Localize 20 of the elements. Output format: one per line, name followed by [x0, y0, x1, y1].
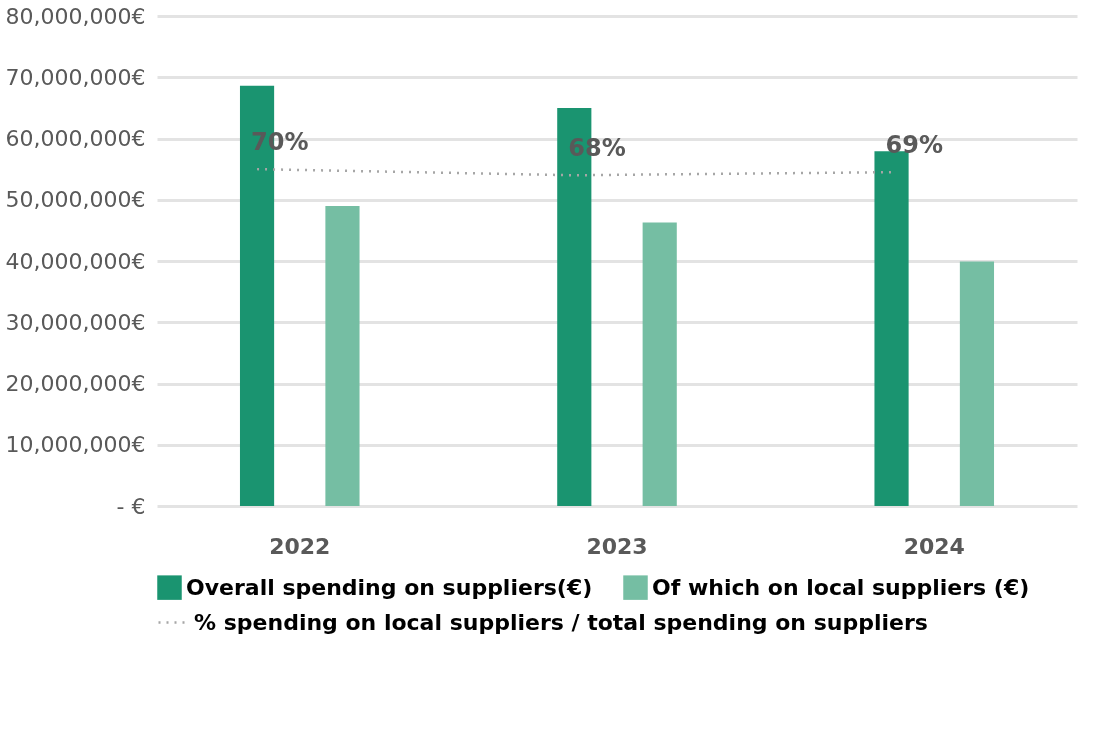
- y-tick-label: 10,000,000€: [5, 432, 146, 458]
- bar: [874, 151, 909, 506]
- y-tick-label: - €: [116, 493, 146, 519]
- bar: [642, 222, 677, 506]
- legend-label: Of which on local suppliers (€): [652, 574, 1030, 600]
- y-tick-label: 60,000,000€: [5, 126, 146, 151]
- x-tick-label: 2022: [269, 533, 331, 559]
- y-tick-label: 30,000,000€: [5, 309, 146, 335]
- bar: [325, 205, 360, 506]
- x-tick-label: 2023: [586, 533, 648, 559]
- x-tick-label: 2024: [903, 533, 965, 559]
- y-tick-label: 40,000,000€: [5, 248, 146, 274]
- bar: [959, 261, 995, 506]
- y-tick-label: 80,000,000€: [5, 3, 146, 29]
- y-tick-label: 70,000,000€: [5, 64, 146, 90]
- data-label: 69%: [885, 131, 943, 160]
- legend-label: Overall spending on suppliers(€): [186, 574, 593, 600]
- legend-label: % spending on local suppliers / total spending on suppliers: [194, 609, 928, 635]
- y-tick-label: 20,000,000€: [5, 371, 146, 396]
- y-tick-label: 50,000,000€: [5, 187, 146, 213]
